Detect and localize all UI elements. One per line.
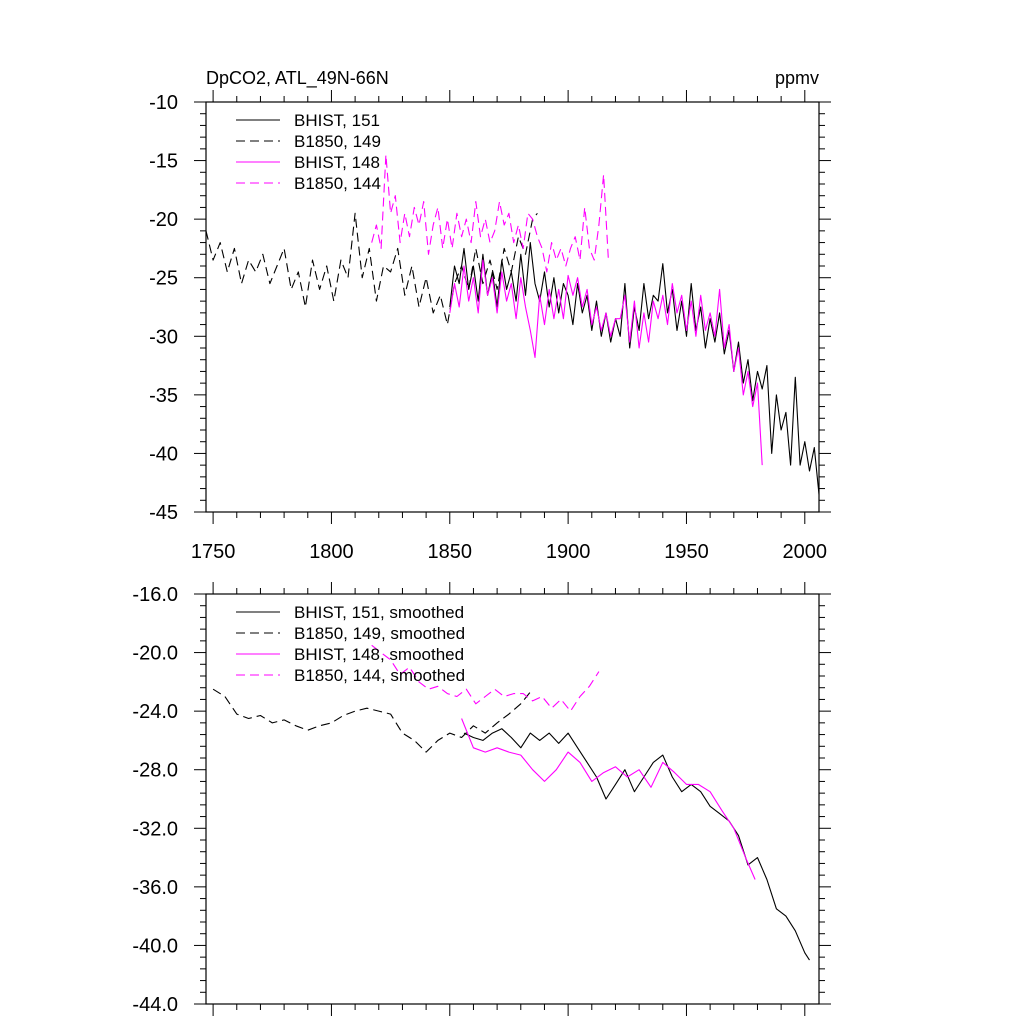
top-y-tick-label: -20 <box>149 209 178 231</box>
top-legend-label-0: BHIST, 151 <box>294 111 380 130</box>
bottom-plot-area <box>212 644 810 961</box>
top-series-line-3 <box>371 154 609 273</box>
bottom-series-line-2 <box>461 718 756 880</box>
bottom-y-tick-label: -32.0 <box>132 818 178 840</box>
bottom-axis-ticks: -16.0 -20.0 -24.0 -28.0 -32.0 -36.0 -40.0 -44.0 <box>132 582 831 1016</box>
top-legend-label-3: B1850, 144 <box>294 174 381 193</box>
top-legend-label-1: B1850, 149 <box>294 132 381 151</box>
top-y-tick-label: -30 <box>149 326 178 348</box>
top-units-label: ppmv <box>775 68 819 88</box>
top-plot-area <box>205 154 820 495</box>
bottom-y-tick-label: -44.0 <box>132 994 178 1016</box>
top-x-tick-label: 1800 <box>309 541 354 563</box>
bottom-y-tick-label: -36.0 <box>132 877 178 899</box>
top-x-tick-label: 1750 <box>191 541 236 563</box>
top-series-line-2 <box>449 259 763 466</box>
bottom-series-line-3 <box>371 644 600 712</box>
top-legend: BHIST, 151 B1850, 149 BHIST, 148 B1850, 144 <box>236 111 381 193</box>
bottom-legend-label-3: B1850, 144, smoothed <box>294 666 465 685</box>
bottom-y-tick-label: -24.0 <box>132 701 178 723</box>
top-y-tick-label: -35 <box>149 385 178 407</box>
bottom-series-line-0 <box>463 728 810 961</box>
top-x-tick-label: 1850 <box>428 541 473 563</box>
bottom-legend-label-0: BHIST, 151, smoothed <box>294 603 464 622</box>
top-chart-title: DpCO2, ATL_49N-66N <box>206 68 389 89</box>
bottom-legend: BHIST, 151, smoothed B1850, 149, smoothed… <box>236 603 465 685</box>
top-x-tick-label: 1950 <box>664 541 709 563</box>
bottom-series-line-1 <box>212 688 534 753</box>
bottom-y-tick-label: -40.0 <box>132 935 178 957</box>
top-y-tick-label: -45 <box>149 502 178 524</box>
bottom-y-tick-label: -16.0 <box>132 584 178 606</box>
bottom-y-tick-label: -20.0 <box>132 643 178 665</box>
bottom-panel: -16.0 -20.0 -24.0 -28.0 -32.0 -36.0 -40.0 -44.0… <box>132 582 831 1016</box>
top-y-tick-label: -25 <box>149 268 178 290</box>
bottom-legend-label-2: BHIST, 148, smoothed <box>294 645 464 664</box>
bottom-y-tick-label: -28.0 <box>132 760 178 782</box>
top-plot-frame <box>205 101 820 513</box>
top-y-tick-label: -40 <box>149 443 178 465</box>
top-series-line-0 <box>449 242 820 495</box>
top-axis-ticks: 1750 1800 1850 1900 1950 2000 -10 -15 -20 -25 -30 -… <box>149 90 831 563</box>
top-x-tick-label: 1900 <box>546 541 591 563</box>
top-panel: 1750 1800 1850 1900 1950 2000 -10 -15 -20 -25 -30 -… <box>149 68 831 563</box>
bottom-legend-label-1: B1850, 149, smoothed <box>294 624 465 643</box>
top-x-tick-label: 2000 <box>783 541 828 563</box>
top-legend-label-2: BHIST, 148 <box>294 153 380 172</box>
top-y-tick-label: -15 <box>149 151 178 173</box>
bottom-plot-frame <box>205 593 820 1005</box>
top-series-line-1 <box>205 212 538 326</box>
top-y-tick-label: -10 <box>149 92 178 114</box>
